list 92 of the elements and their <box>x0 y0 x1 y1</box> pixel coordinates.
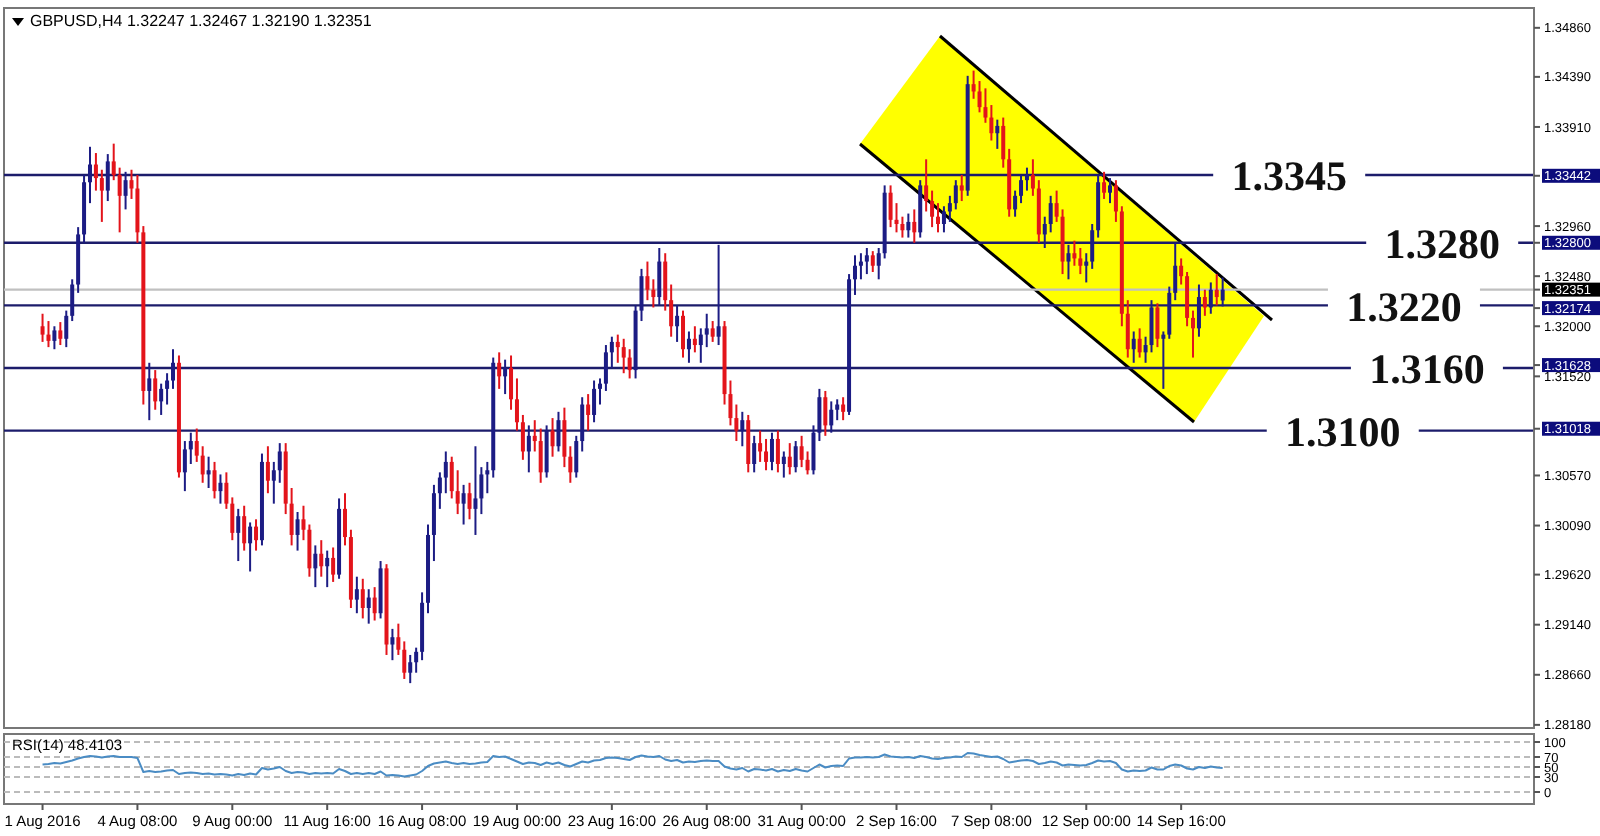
candlestick <box>657 247 662 307</box>
candlestick <box>526 424 531 474</box>
candlestick <box>366 588 371 625</box>
ref-line-label: 1.3345 <box>1231 152 1347 201</box>
candlestick <box>1202 288 1207 317</box>
candlestick <box>1102 170 1107 200</box>
candlestick <box>787 442 792 476</box>
candlestick <box>40 312 45 343</box>
candlestick <box>764 437 769 472</box>
candlestick <box>218 473 223 505</box>
candlestick <box>556 410 561 453</box>
chart-title: GBPUSD,H4 1.32247 1.32467 1.32190 1.32351 <box>30 12 373 30</box>
candlestick <box>46 320 51 349</box>
candlestick <box>295 511 300 552</box>
candlestick <box>319 539 324 578</box>
candlestick <box>758 429 763 463</box>
candlestick <box>710 320 715 343</box>
candlestick <box>775 429 780 474</box>
candlestick <box>105 153 110 203</box>
candlestick <box>793 440 798 474</box>
line-series <box>41 752 1224 778</box>
candlestick <box>461 483 466 526</box>
candlestick <box>1078 247 1083 276</box>
candlestick <box>799 434 804 469</box>
candlestick <box>497 351 502 390</box>
candlestick <box>123 170 128 211</box>
candlestick <box>538 427 543 484</box>
candlestick <box>360 577 365 620</box>
candlestick <box>354 575 359 615</box>
candlestick <box>372 586 377 622</box>
candlestick <box>681 309 686 359</box>
candlestick <box>331 546 336 583</box>
candlestick <box>1107 177 1112 205</box>
candlestick <box>829 400 834 434</box>
candlestick <box>1072 239 1077 267</box>
candlestick <box>242 504 247 552</box>
candlestick <box>746 413 751 474</box>
candlestick <box>823 389 828 437</box>
candlestick <box>716 243 721 347</box>
candlestick <box>888 184 893 229</box>
candlestick <box>58 321 63 347</box>
candlestick <box>236 507 241 563</box>
candlestick <box>378 560 383 620</box>
candlestick <box>769 431 774 472</box>
candlestick <box>906 212 911 239</box>
candlestick <box>781 450 786 479</box>
candlestick <box>206 455 211 489</box>
candlestick <box>544 424 549 479</box>
candlestick <box>586 393 591 432</box>
candlestick <box>740 410 745 448</box>
candlestick <box>675 304 680 343</box>
candlestick <box>912 208 917 244</box>
candlestick <box>153 369 158 411</box>
candlestick <box>686 330 691 364</box>
candlestick <box>52 325 57 351</box>
candlestick <box>1208 281 1213 315</box>
candlestick <box>1214 273 1219 307</box>
candlestick <box>265 445 270 495</box>
candlestick <box>147 361 152 422</box>
candlestick <box>212 460 217 500</box>
candlestick <box>408 653 413 685</box>
candlestick <box>325 549 330 589</box>
ref-line-label: 1.3160 <box>1369 345 1485 394</box>
candlestick <box>645 260 650 302</box>
candlestick <box>182 440 187 493</box>
candlestick <box>390 627 395 662</box>
candlestick <box>621 337 626 375</box>
candlestick <box>1137 327 1142 359</box>
candlestick <box>870 250 875 273</box>
candlestick <box>752 434 757 474</box>
candlestick <box>592 379 597 424</box>
candlestick <box>1155 302 1160 349</box>
ref-line-label: 1.3100 <box>1285 407 1401 456</box>
candlestick <box>692 325 697 354</box>
candlestick <box>254 518 259 552</box>
candlestick <box>248 521 253 573</box>
candlestick <box>550 417 555 458</box>
candlestick <box>1196 283 1201 338</box>
candlestick <box>959 173 964 203</box>
candlestick <box>918 179 923 239</box>
candlestick <box>503 358 508 396</box>
candlestick <box>313 544 318 589</box>
candlestick <box>864 247 869 276</box>
candlestick <box>473 445 478 536</box>
ref-line-label: 1.3280 <box>1384 219 1500 268</box>
candlestick <box>1066 243 1071 281</box>
ref-line-label: 1.3220 <box>1346 282 1462 331</box>
candlestick <box>841 396 846 422</box>
candlestick <box>995 118 1000 150</box>
candlestick <box>1131 330 1136 364</box>
candlestick <box>467 481 472 521</box>
candlestick <box>1220 276 1225 308</box>
